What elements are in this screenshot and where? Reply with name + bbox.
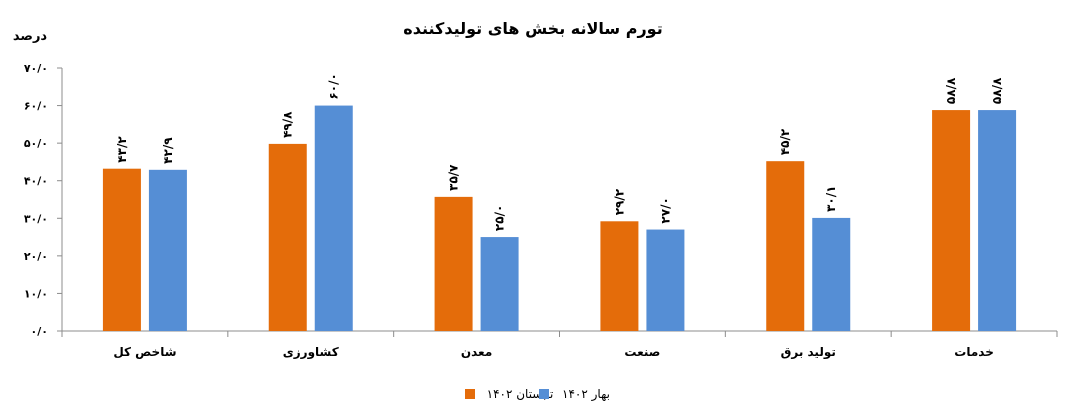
y-tick-label: ۱۰/۰ [24, 287, 48, 300]
bar [480, 237, 519, 331]
data-label: ۳۵/۷ [447, 164, 461, 191]
chart-title: تورم سالانه بخش های تولیدکننده [403, 19, 662, 38]
y-tick-label: ۵۰/۰ [24, 137, 48, 150]
bar [812, 217, 851, 331]
y-tick-label: ۴۰/۰ [24, 175, 48, 188]
y-axis-label: درصد [13, 29, 48, 44]
data-label: ۴۳/۲ [115, 136, 129, 163]
bar [646, 229, 685, 331]
data-label: ۴۹/۸ [281, 111, 295, 138]
legend-label: تابستان ۱۴۰۲ [487, 387, 554, 401]
data-label: ۶۰/۰ [327, 73, 341, 99]
data-label: ۳۰/۱ [824, 186, 838, 212]
bar [314, 105, 353, 331]
y-tick-label: ۰/۰ [31, 325, 48, 338]
category-label: خدمات [954, 345, 994, 359]
bar [932, 110, 971, 331]
data-label: ۴۲/۹ [161, 137, 175, 164]
category-label: صنعت [624, 345, 660, 359]
legend-label: بهار ۱۴۰۲ [562, 387, 610, 402]
bar [766, 161, 805, 331]
bar [148, 169, 187, 331]
data-label: ۲۹/۲ [612, 188, 626, 215]
bar [268, 143, 307, 331]
bar [978, 110, 1017, 331]
bars: شاخص کل ۴۳/۲ ۴۲/۹ کشاورزی ۴۹/۸ ۶۰/۰ معدن ۳۵/۷ ۲۵… [102, 73, 1017, 360]
bar [102, 168, 141, 331]
bar [434, 196, 473, 331]
category-label: تولید برق [781, 345, 836, 360]
category-label: کشاورزی [283, 345, 339, 360]
legend: تابستان ۱۴۰۲ بهار ۱۴۰۲ [465, 387, 610, 402]
data-label: ۴۵/۲ [778, 128, 792, 155]
category-label: شاخص کل [113, 345, 176, 359]
y-tick-label: ۳۰/۰ [24, 212, 48, 225]
axes: ۰/۰ ۱۰/۰ ۲۰/۰ ۳۰/۰ ۴۰/۰ ۵۰/۰ ۶۰/۰ ۷۰/۰ [24, 62, 1058, 338]
data-label: ۲۷/۰ [658, 197, 672, 223]
data-label: ۵۸/۸ [944, 77, 958, 104]
y-tick-label: ۷۰/۰ [24, 62, 48, 75]
legend-swatch [465, 389, 475, 399]
data-label: ۲۵/۰ [493, 205, 507, 231]
bar [600, 221, 639, 331]
category-label: معدن [461, 345, 492, 359]
y-tick-label: ۶۰/۰ [24, 100, 48, 113]
y-tick-label: ۲۰/۰ [24, 250, 48, 263]
data-label: ۵۸/۸ [990, 77, 1004, 104]
legend-swatch [539, 389, 549, 399]
